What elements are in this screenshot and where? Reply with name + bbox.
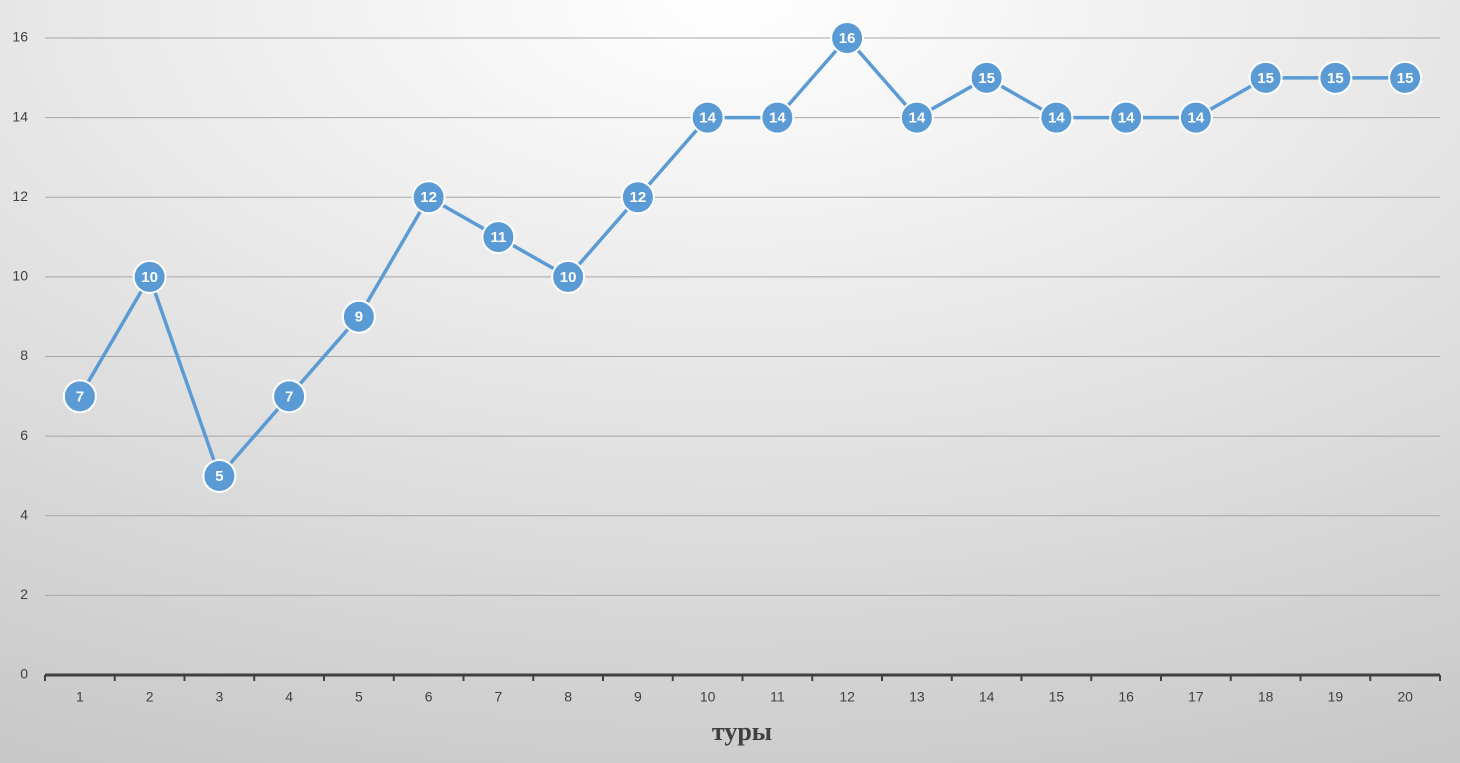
y-tick-label: 0 (20, 666, 28, 682)
data-label: 14 (1118, 110, 1135, 127)
x-tick-label: 14 (979, 689, 995, 705)
marker (341, 299, 376, 334)
x-tick-label: 2 (146, 689, 154, 705)
data-label: 14 (699, 110, 716, 127)
data-label: 16 (839, 30, 856, 47)
marker (411, 180, 446, 215)
x-tick-label: 11 (770, 689, 785, 705)
marker (551, 259, 586, 294)
data-label: 14 (769, 110, 786, 127)
x-tick-label: 16 (1118, 689, 1134, 705)
data-label: 10 (560, 269, 577, 286)
marker (899, 100, 934, 135)
marker (1388, 60, 1423, 95)
data-label: 14 (1188, 110, 1205, 127)
x-tick-label: 10 (700, 689, 716, 705)
marker (1178, 100, 1213, 135)
x-tick-label: 7 (494, 689, 502, 705)
data-label: 15 (1397, 70, 1414, 87)
marker (620, 180, 655, 215)
x-tick-label: 15 (1049, 689, 1065, 705)
x-tick-label: 20 (1397, 689, 1413, 705)
data-label: 7 (285, 388, 293, 405)
data-label: 5 (215, 468, 223, 485)
marker (760, 100, 795, 135)
y-tick-label: 12 (12, 188, 28, 204)
x-tick-label: 8 (564, 689, 572, 705)
marker (272, 379, 307, 414)
marker (1318, 60, 1353, 95)
marker (1039, 100, 1074, 135)
data-label: 14 (909, 110, 926, 127)
data-label: 14 (1048, 110, 1065, 127)
y-tick-label: 10 (12, 268, 28, 284)
data-label: 9 (355, 309, 363, 326)
x-tick-label: 4 (285, 689, 293, 705)
y-tick-label: 16 (12, 29, 28, 45)
x-axis-title: туры (712, 717, 772, 746)
y-tick-label: 6 (20, 427, 28, 443)
data-label: 10 (141, 269, 158, 286)
x-tick-label: 6 (425, 689, 433, 705)
y-tick-label: 4 (20, 506, 28, 522)
x-tick-label: 17 (1188, 689, 1204, 705)
data-label: 12 (420, 189, 437, 206)
x-tick-label: 18 (1258, 689, 1274, 705)
marker (202, 458, 237, 493)
marker (1109, 100, 1144, 135)
x-tick-label: 1 (76, 689, 84, 705)
marker (62, 379, 97, 414)
marker (481, 220, 516, 255)
data-label: 15 (1257, 70, 1274, 87)
data-label: 11 (490, 229, 506, 246)
x-tick-label: 13 (909, 689, 925, 705)
x-tick-label: 3 (215, 689, 223, 705)
marker (132, 259, 167, 294)
y-tick-label: 8 (20, 347, 28, 363)
x-tick-label: 9 (634, 689, 642, 705)
y-tick-label: 2 (20, 586, 28, 602)
data-label: 15 (1327, 70, 1344, 87)
marker (690, 100, 725, 135)
data-label: 12 (630, 189, 647, 206)
marker (969, 60, 1004, 95)
data-label: 7 (76, 388, 84, 405)
marker (1248, 60, 1283, 95)
x-tick-label: 5 (355, 689, 363, 705)
x-tick-label: 12 (839, 689, 855, 705)
data-label: 15 (978, 70, 995, 87)
marker (830, 21, 865, 55)
x-tick-label: 19 (1328, 689, 1344, 705)
y-tick-label: 14 (12, 108, 28, 124)
